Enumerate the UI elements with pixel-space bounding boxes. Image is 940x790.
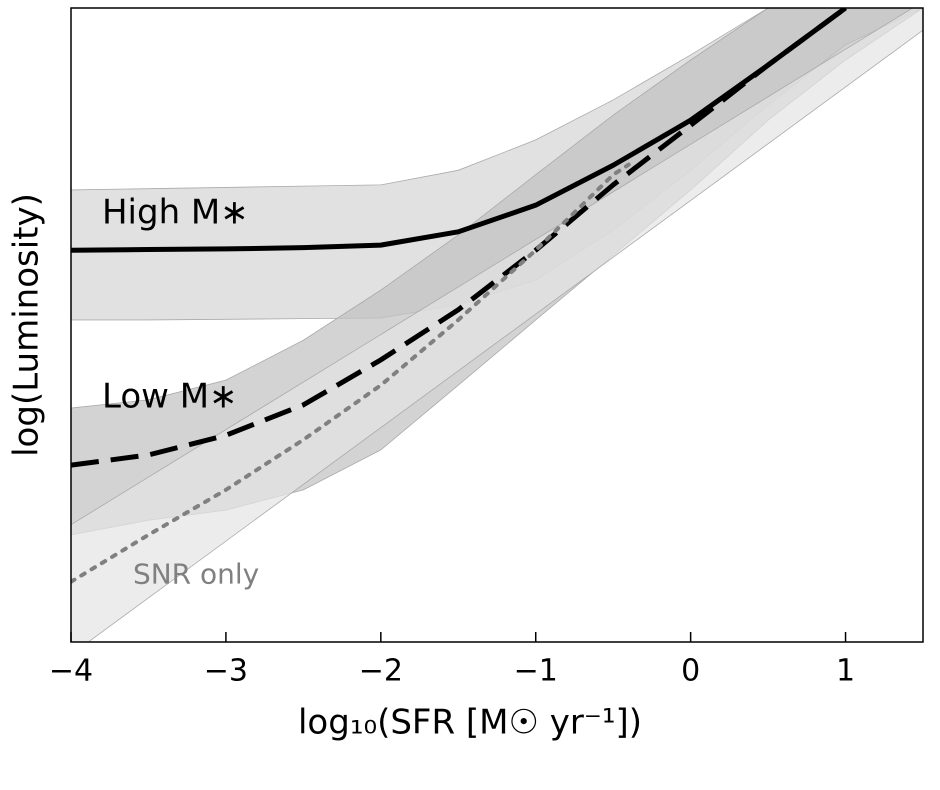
- series-line: [71, 8, 848, 468]
- x-axis-label: log₁₀(SFR [M☉ yr⁻¹]): [298, 703, 642, 743]
- x-tick-label: 1: [836, 654, 855, 689]
- annotation: High M∗: [102, 193, 249, 233]
- x-tick-label: −3: [204, 654, 248, 689]
- band: [71, 8, 923, 642]
- x-tick-label: −4: [49, 654, 93, 689]
- y-axis-label: log(Luminosity): [7, 193, 47, 457]
- series-line: [71, 162, 631, 584]
- annotation: SNR only: [133, 557, 259, 590]
- x-tick-label: −1: [514, 654, 558, 689]
- x-tick-label: −2: [359, 654, 403, 689]
- axes-frame: [70, 7, 924, 643]
- plot-area: [71, 8, 923, 642]
- x-tick-label: 0: [681, 654, 700, 689]
- annotation: Low M∗: [102, 376, 238, 416]
- series-line: [71, 8, 848, 253]
